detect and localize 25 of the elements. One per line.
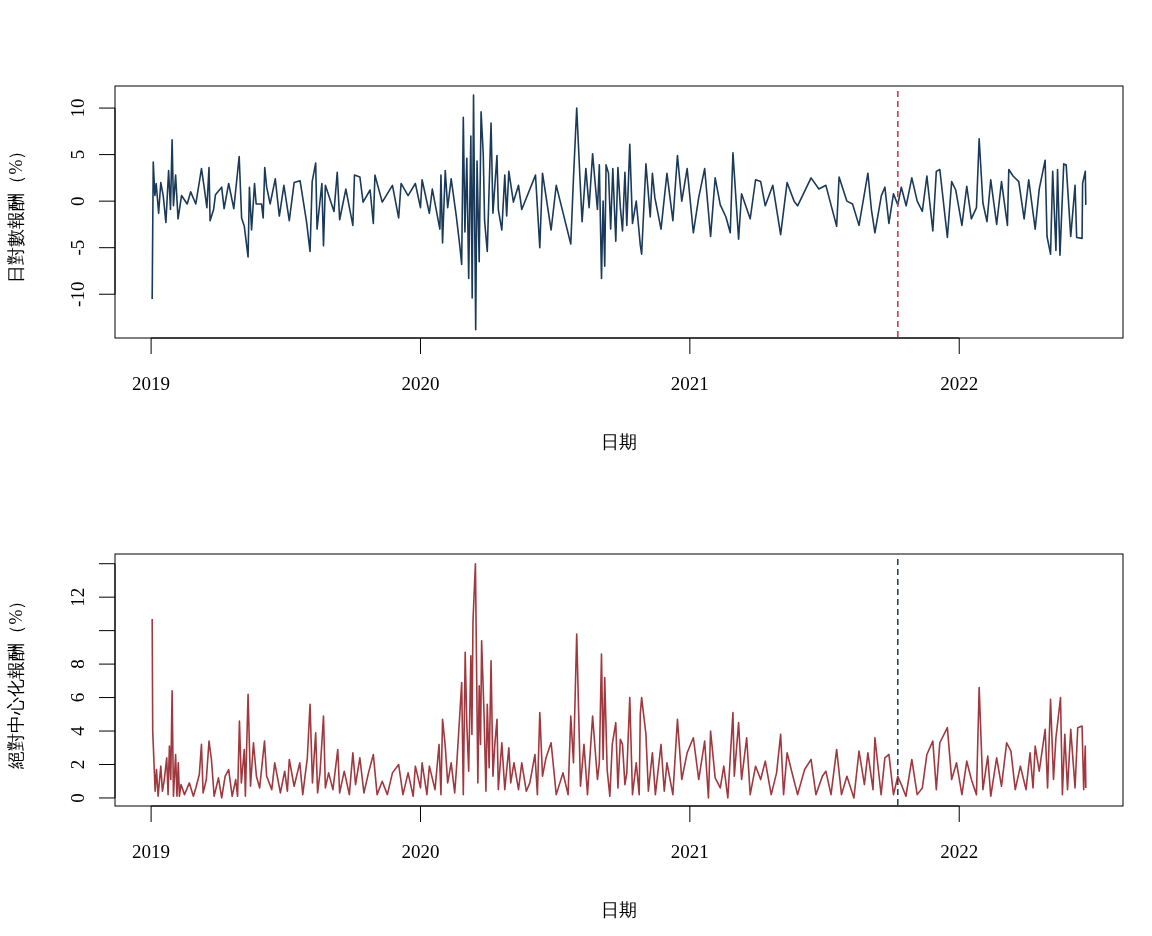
x-tick-label: 2021: [670, 373, 709, 394]
x-axis-title: 日期: [601, 432, 637, 452]
y-tick-label: 12: [67, 587, 89, 607]
x-tick-label: 2022: [940, 841, 979, 862]
y-tick-label: -5: [67, 239, 89, 256]
y-tick-label: 5: [67, 149, 89, 160]
line-series: [151, 562, 1087, 799]
y-tick-label: 2: [67, 759, 89, 770]
x-tick-label: 2019: [132, 841, 171, 862]
x-tick-label: 2021: [670, 841, 709, 862]
y-tick-label: 6: [67, 692, 89, 703]
y-axis-title: 絕對中心化報酬（%）: [6, 591, 26, 770]
y-axis-title: 日對數報酬（%）: [6, 141, 26, 283]
y-tick-label: 0: [67, 196, 89, 206]
x-tick-label: 2020: [401, 373, 440, 394]
y-tick-label: 4: [67, 725, 89, 736]
x-axis-title: 日期: [601, 900, 637, 920]
x-tick-label: 2020: [401, 841, 440, 862]
y-tick-label: 8: [67, 659, 89, 669]
y-tick-label: -10: [67, 281, 89, 307]
y-tick-label: 10: [67, 98, 89, 118]
line-series: [151, 94, 1087, 331]
y-tick-label: 0: [67, 793, 89, 803]
x-tick-label: 2022: [940, 373, 979, 394]
x-tick-label: 2019: [132, 373, 171, 394]
